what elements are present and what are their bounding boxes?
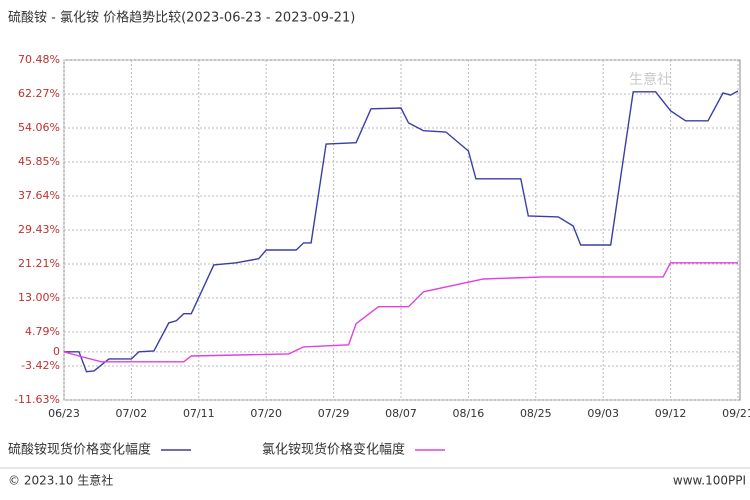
- data-line: [63, 262, 738, 363]
- x-tick-label: 08/07: [385, 407, 417, 420]
- y-tick-label: 62.27%: [18, 87, 60, 100]
- x-tick-label: 09/21: [722, 407, 750, 420]
- x-tick-label: 07/20: [250, 407, 282, 420]
- x-tick-label: 06/23: [48, 407, 80, 420]
- x-tick-label: 08/16: [453, 407, 485, 420]
- y-tick-label: 37.64%: [18, 189, 60, 202]
- y-tick-label: 45.85%: [18, 155, 60, 168]
- y-tick-label: 70.48%: [18, 53, 60, 66]
- y-tick-label: 4.79%: [25, 325, 60, 338]
- x-tick-label: 08/25: [520, 407, 552, 420]
- x-tick-label: 07/29: [318, 407, 350, 420]
- x-tick-label: 09/03: [587, 407, 619, 420]
- data-line: [64, 90, 739, 373]
- x-tick-label: 07/02: [116, 407, 148, 420]
- legend-label: 硫酸铵现货价格变化幅度: [8, 442, 151, 458]
- y-tick-label: -11.63%: [14, 393, 60, 406]
- y-tick-label: -3.42%: [21, 359, 60, 372]
- chart-title: 硫酸铵 - 氯化铵 价格趋势比较(2023-06-23 - 2023-09-21…: [8, 10, 355, 26]
- legend-label: 氯化铵现货价格变化幅度: [262, 442, 405, 458]
- y-tick-label: 54.06%: [18, 121, 60, 134]
- y-tick-label: 13.00%: [18, 291, 60, 304]
- footer-left: © 2023.10 生意社: [8, 473, 113, 488]
- x-tick-label: 09/12: [655, 407, 687, 420]
- y-tick-label: 21.21%: [18, 257, 60, 270]
- watermark: 生意社: [629, 71, 671, 88]
- x-tick-label: 07/11: [183, 407, 215, 420]
- footer-right: www.100PPI: [673, 474, 746, 488]
- y-tick-label: 0: [53, 345, 60, 358]
- y-tick-label: 29.43%: [18, 223, 60, 236]
